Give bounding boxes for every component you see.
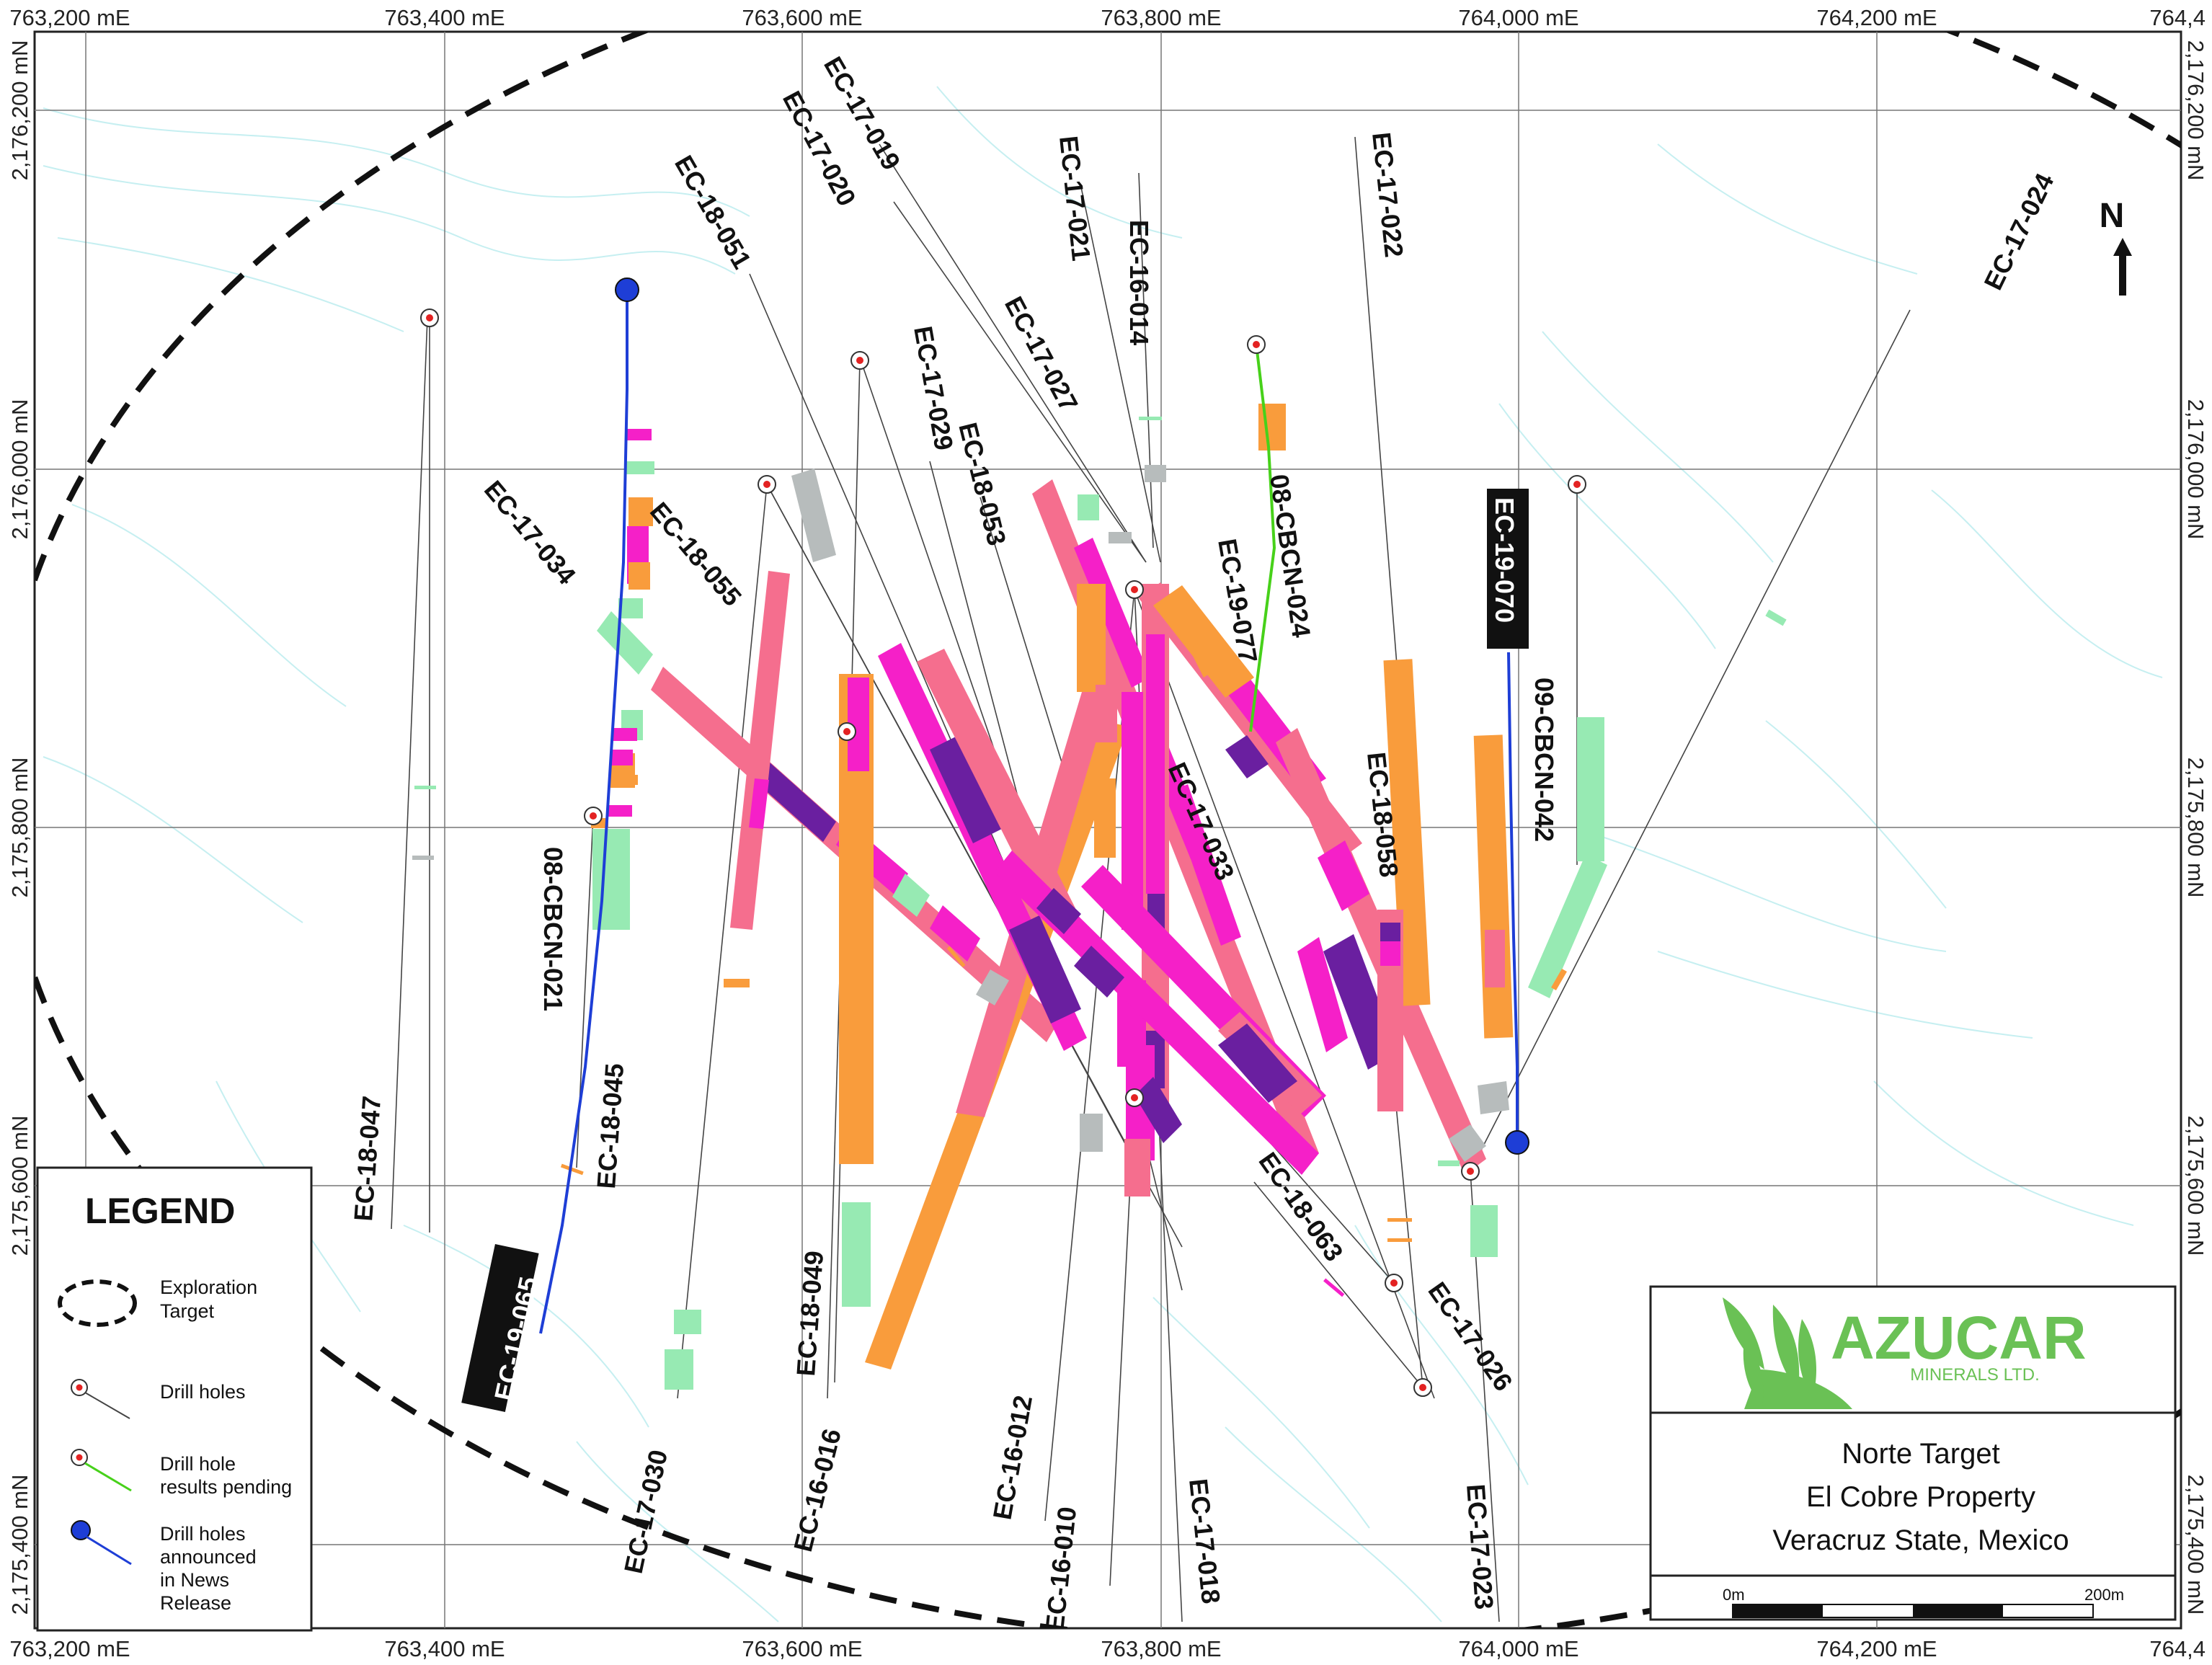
svg-text:Drill holes: Drill holes [160,1523,246,1545]
azucar-logo-icon [1723,1297,1852,1409]
svg-text:2,175,800 mN: 2,175,800 mN [7,758,32,898]
svg-text:Exploration: Exploration [160,1276,257,1298]
svg-text:764,200 mE: 764,200 mE [1816,1636,1937,1661]
hole-label-ec19070: EC-19-070 [1490,497,1519,623]
svg-text:2,175,600 mN: 2,175,600 mN [7,1116,32,1256]
svg-text:763,400 mE: 763,400 mE [384,5,505,30]
easting-labels-bottom: 763,200 mE 763,400 mE 763,600 mE 763,800… [9,1636,2206,1661]
svg-text:763,800 mE: 763,800 mE [1101,1636,1221,1661]
target-name: Norte Target [1842,1438,1999,1470]
intercept-bars [412,404,1787,1390]
legend-title: LEGEND [85,1191,235,1231]
northing-labels-right: 2,176,200 mN 2,176,000 mN 2,175,800 mN 2… [2183,40,2208,1615]
collars [420,278,1586,1397]
svg-text:announced: announced [160,1546,257,1568]
property-name: El Cobre Property [1806,1481,2035,1513]
svg-text:764,4: 764,4 [2149,5,2206,30]
legend: LEGEND Exploration Target Drill holes Dr… [36,1166,313,1632]
svg-text:2,176,200 mN: 2,176,200 mN [2183,40,2208,181]
hole-label-ec16014: EC-16-014 [1124,220,1154,345]
svg-text:2,175,400 mN: 2,175,400 mN [7,1475,32,1615]
svg-text:Drill holes: Drill holes [160,1381,246,1403]
svg-text:2,175,600 mN: 2,175,600 mN [2183,1116,2208,1256]
north-label: N [2100,197,2125,235]
scale-bar: 0m 200m [1723,1586,2124,1618]
svg-text:764,4: 764,4 [2149,1636,2206,1661]
northing-labels-left: 2,176,200 mN 2,176,000 mN 2,175,800 mN 2… [7,40,32,1615]
svg-text:763,600 mE: 763,600 mE [742,1636,862,1661]
svg-text:763,600 mE: 763,600 mE [742,5,862,30]
title-block: AZUCAR MINERALS LTD. Norte Target El Cob… [1649,1285,2177,1621]
svg-text:2,176,200 mN: 2,176,200 mN [7,40,32,181]
location-name: Veracruz State, Mexico [1772,1524,2069,1556]
north-arrow: N [2100,197,2132,296]
svg-text:763,800 mE: 763,800 mE [1101,5,1221,30]
svg-text:2,176,000 mN: 2,176,000 mN [7,399,32,540]
hole-label-cbcn021: 08-CBCN-021 [538,847,568,1011]
company-subtitle: MINERALS LTD. [1910,1365,2040,1385]
svg-text:763,200 mE: 763,200 mE [9,5,130,30]
hole-label-cbcn042: 09-CBCN-042 [1529,678,1559,842]
svg-text:results pending: results pending [160,1476,292,1498]
svg-text:Drill hole: Drill hole [160,1453,236,1475]
pending-drill-trace [1249,344,1276,732]
company-name: AZUCAR [1831,1304,2087,1372]
svg-text:2,175,800 mN: 2,175,800 mN [2183,758,2208,898]
svg-text:763,200 mE: 763,200 mE [9,1636,130,1661]
announced-drill-traces [539,290,1519,1334]
svg-text:764,200 mE: 764,200 mE [1816,5,1937,30]
ec19070-label-box [1487,489,1529,649]
svg-text:Release: Release [160,1592,231,1614]
svg-text:763,400 mE: 763,400 mE [384,1636,505,1661]
scale-end: 200m [2084,1586,2124,1604]
svg-text:2,175,400 mN: 2,175,400 mN [2183,1475,2208,1615]
svg-text:Target: Target [160,1300,215,1322]
svg-text:in News: in News [160,1569,229,1591]
easting-labels-top: 763,200 mE 763,400 mE 763,600 mE 763,800… [9,5,2206,30]
ec19065-label-box [461,1244,539,1412]
svg-text:764,000 mE: 764,000 mE [1458,1636,1578,1661]
svg-text:764,000 mE: 764,000 mE [1458,5,1578,30]
scale-start: 0m [1723,1586,1745,1604]
svg-text:2,176,000 mN: 2,176,000 mN [2183,399,2208,540]
